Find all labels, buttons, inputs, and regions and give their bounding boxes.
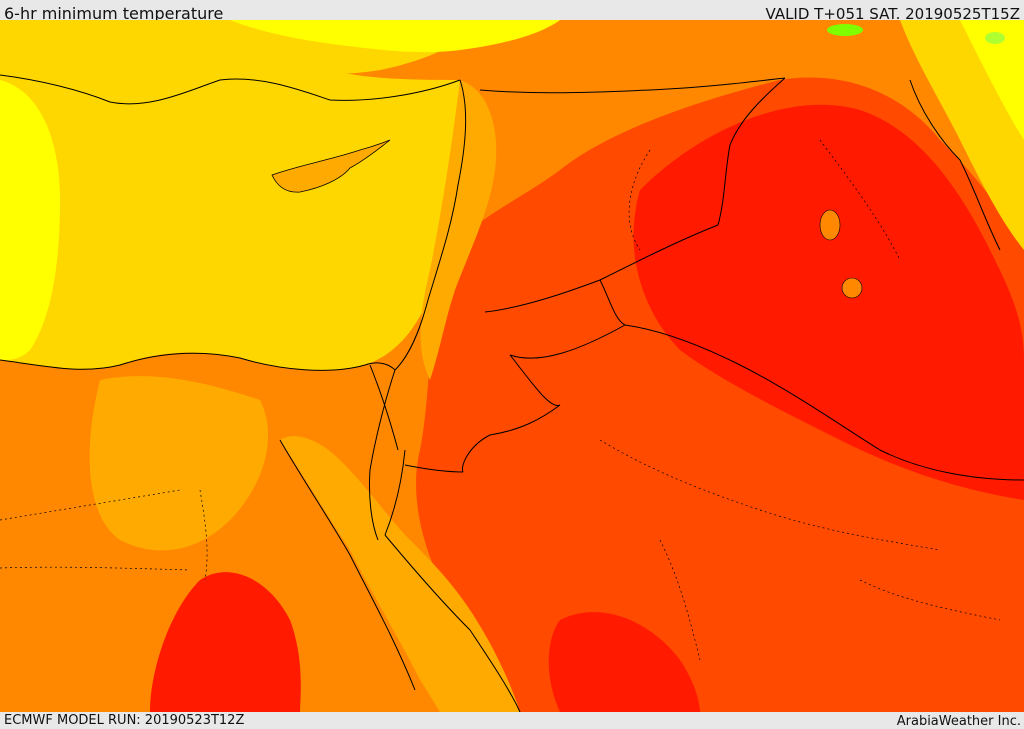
border-egypt-israel	[369, 364, 399, 451]
model-run: ECMWF MODEL RUN: 20190523T12Z	[4, 713, 245, 728]
border-saudi-jordan-south	[461, 354, 561, 473]
temperature-map	[0, 20, 1024, 712]
footer-bar	[0, 712, 1024, 729]
valid-time: VALID T+051 SAT. 20190525T15Z	[765, 5, 1020, 23]
field-red-south-arabia	[548, 612, 700, 712]
field-red-southwest-egypt	[150, 572, 301, 712]
border-syria-iraq	[717, 77, 786, 226]
coast-egypt	[0, 352, 396, 371]
border-syria-turkey	[479, 77, 786, 94]
coastlines	[0, 74, 521, 712]
credit: ArabiaWeather Inc.	[896, 714, 1021, 729]
field-green-north	[827, 24, 863, 36]
province-line-8	[859, 579, 1001, 621]
field-amber-nile	[89, 376, 269, 551]
cyprus-island	[271, 139, 391, 193]
header-bar	[0, 0, 1024, 20]
field-red	[633, 104, 1024, 501]
border-egypt-saudi-aqaba	[404, 464, 464, 473]
map-title: 6-hr minimum temperature	[4, 4, 224, 23]
field-green-northeast	[985, 32, 1005, 44]
field-cool-yellow-west	[0, 80, 60, 360]
province-line-1	[628, 149, 651, 251]
border-jordan-iraq	[599, 279, 626, 326]
mediterranean-sea	[0, 20, 470, 371]
province-line-7	[199, 489, 208, 581]
lake-habbaniyah	[841, 277, 863, 299]
province-line-5	[0, 489, 181, 521]
coast-red-sea-east	[384, 534, 521, 712]
field-bright-yellow-northeast	[960, 20, 1024, 140]
coast-gulf-of-suez	[369, 369, 396, 541]
country-borders	[369, 77, 1024, 481]
coast-gulf-of-aqaba	[384, 449, 406, 536]
coast-red-sea-west	[279, 439, 416, 691]
province-lines	[0, 139, 1001, 661]
border-saudi-iraq	[624, 324, 1024, 481]
field-amber-levant	[420, 80, 497, 380]
border-jordan-saudi	[509, 324, 626, 359]
red-sea	[280, 436, 520, 712]
province-line-6	[0, 566, 191, 571]
border-iraq-iran	[909, 79, 1001, 251]
coast-turkey	[0, 74, 461, 105]
lake-tharthar	[819, 209, 841, 241]
coast-levant	[394, 79, 467, 371]
field-bright-yellow-turkey	[230, 20, 560, 53]
